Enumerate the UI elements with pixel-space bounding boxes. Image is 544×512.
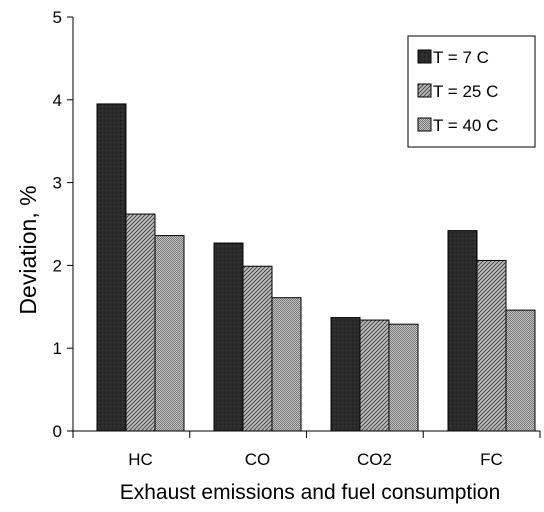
y-tick-label-4: 4 (53, 91, 62, 110)
bar-co2-series-2 (359, 319, 390, 432)
legend-item-2: T = 25 C (417, 82, 498, 101)
x-tick-label-co2: CO2 (357, 450, 392, 469)
x-axis-label: Exhaust emissions and fuel consumption (120, 481, 501, 504)
bar-hc-series-1 (96, 103, 127, 432)
x-tick-label-fc: FC (480, 450, 503, 469)
legend-item-1: T = 7 C (417, 48, 489, 67)
bar-co2-series-3 (388, 323, 419, 432)
bar-fc-series-1 (447, 230, 478, 432)
x-tick-label-hc: HC (128, 450, 153, 469)
y-axis-label: Deviation, % (15, 185, 41, 314)
legend-swatch (417, 117, 432, 132)
bar-hc-series-3 (154, 235, 185, 432)
bar-co-series-1 (213, 242, 244, 432)
y-tick-label-2: 2 (53, 256, 62, 275)
legend: T = 7 C T = 25 C T = 40 C (407, 35, 536, 148)
legend-swatch (417, 83, 432, 98)
legend-label: T = 25 C (433, 82, 498, 101)
legend-item-3: T = 40 C (417, 116, 498, 135)
legend-swatch (417, 49, 432, 64)
plot-area (96, 103, 536, 432)
bar-fc-series-3 (505, 309, 536, 432)
bar-co-series-2 (242, 265, 273, 432)
legend-label: T = 40 C (433, 116, 498, 135)
legend-label: T = 7 C (433, 48, 489, 67)
bar-co-series-3 (271, 297, 302, 432)
y-tick-label-5: 5 (53, 8, 62, 27)
x-tick-label-co: CO (245, 450, 271, 469)
y-tick-label-3: 3 (53, 174, 62, 193)
bar-hc-series-2 (125, 213, 156, 432)
axes: 0 1 2 3 4 5 HC CO CO2 FC (53, 8, 541, 469)
bar-co2-series-1 (330, 317, 361, 432)
y-tick-label-0: 0 (53, 422, 62, 441)
bar-fc-series-2 (476, 259, 507, 432)
y-tick-label-1: 1 (53, 339, 62, 358)
